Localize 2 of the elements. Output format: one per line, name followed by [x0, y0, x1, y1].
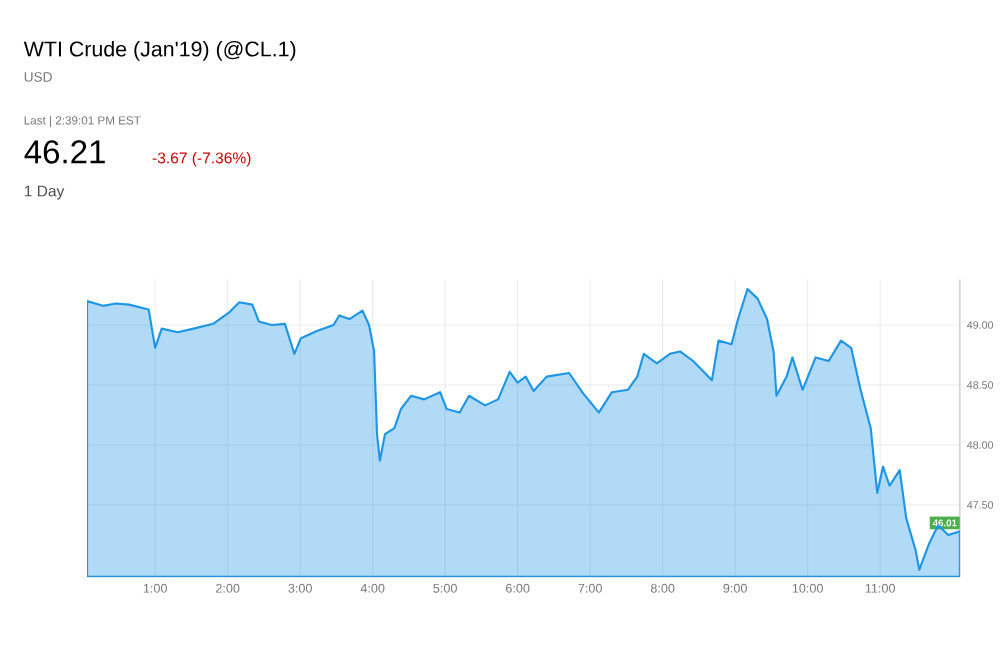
text: 46.21	[24, 140, 105, 165]
chart-title: WTI Crude (Jan'19) (@CL.1)	[23, 41, 296, 62]
